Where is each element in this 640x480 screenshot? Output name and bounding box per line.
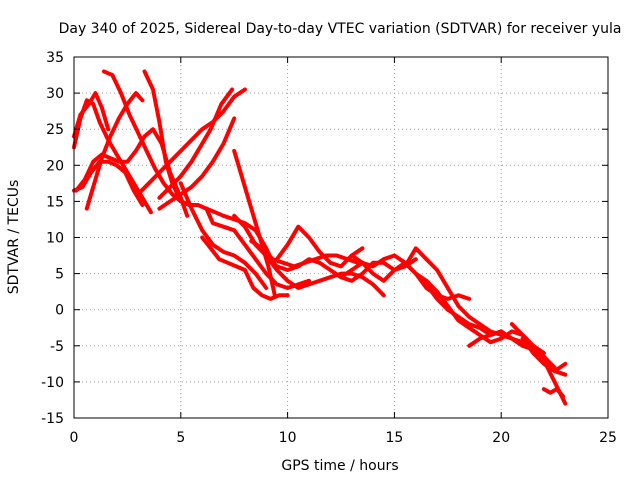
series-line-arc-4: [72, 91, 111, 139]
y-tick-label: 25: [46, 122, 64, 138]
series-line-arc-10: [157, 116, 237, 211]
series-line-arc-8: [136, 87, 247, 197]
y-tick-label: -5: [50, 339, 64, 355]
y-tick-label: 15: [46, 194, 64, 210]
y-tick-label: 5: [55, 267, 64, 283]
series-line-arc-3: [84, 91, 145, 211]
series-line-arc-20: [349, 253, 504, 337]
y-axis-label: SDTVAR / TECUs: [6, 180, 22, 295]
x-tick-label: 5: [176, 430, 185, 446]
y-tick-label: -10: [41, 375, 64, 391]
axis-ticks: 0 5 10 15 20 25 -15 -10 -5 0 5 10 15 20 25 30 35: [41, 50, 617, 446]
x-tick-label: 0: [70, 430, 79, 446]
series-line-arc-13: [204, 206, 311, 290]
grid: [74, 57, 608, 418]
series-line-arc-2: [72, 159, 145, 207]
x-tick-label: 20: [492, 430, 510, 446]
chart-title: Day 340 of 2025, Sidereal Day-to-day VTE…: [59, 21, 622, 37]
y-tick-label: 35: [46, 50, 64, 66]
series-line-arc-23: [467, 329, 568, 406]
series-line-arc-25: [520, 336, 568, 377]
x-axis-label: GPS time / hours: [281, 458, 398, 474]
x-tick-label: 10: [279, 430, 297, 446]
series-line-arc-17: [253, 242, 418, 283]
series-line-arc-18: [274, 224, 365, 269]
series-line-arc-12: [232, 148, 277, 298]
y-tick-label: 20: [46, 158, 64, 174]
y-tick-label: 0: [55, 303, 64, 319]
y-tick-label: 10: [46, 231, 64, 247]
series-line-arc-7: [142, 69, 277, 269]
series-line-arc-26: [541, 387, 566, 399]
y-tick-label: 30: [46, 86, 64, 102]
series-line-arc-11: [178, 181, 269, 290]
x-tick-label: 25: [599, 430, 617, 446]
series-line-arc-14: [200, 235, 290, 301]
y-tick-label: -15: [41, 411, 64, 427]
data-series: [72, 69, 568, 406]
x-tick-label: 15: [385, 430, 403, 446]
series-line-arc-9: [157, 87, 235, 200]
